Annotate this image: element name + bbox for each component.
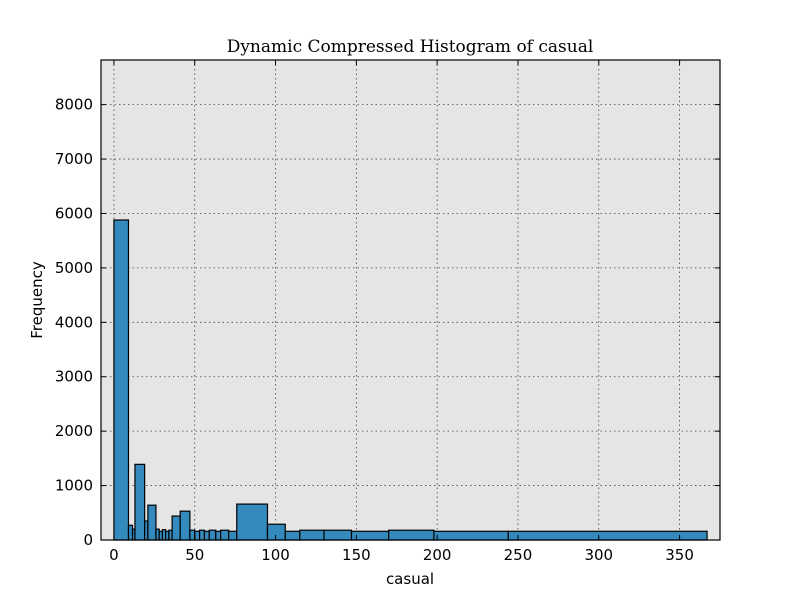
histogram-bar	[323, 529, 353, 541]
histogram-bar	[203, 530, 210, 541]
y-tick-label: 3000	[55, 368, 93, 386]
bars	[113, 219, 708, 541]
y-tick-label: 7000	[55, 150, 93, 168]
y-tick-label: 0	[83, 531, 93, 549]
histogram-bar	[147, 504, 157, 541]
y-tick-label: 6000	[55, 204, 93, 222]
x-tick-label: 100	[261, 546, 290, 564]
histogram-bar	[171, 515, 181, 541]
x-tick-label: 350	[665, 546, 694, 564]
histogram-bar	[266, 523, 286, 541]
y-tick-label: 8000	[55, 96, 93, 114]
histogram-bar	[215, 530, 222, 541]
x-axis-label: casual	[386, 570, 434, 588]
histogram-bar	[228, 530, 238, 541]
x-tick-label: 250	[504, 546, 533, 564]
y-axis-ticks: 0 1000 2000 3000 4000 5000 6000 7000 8000	[55, 96, 720, 549]
y-axis-label: Frequency	[28, 261, 46, 339]
histogram-bar	[189, 529, 196, 541]
histogram-bar	[350, 530, 390, 541]
y-tick-label: 5000	[55, 259, 93, 277]
axes-border	[100, 59, 721, 541]
plot-background	[101, 60, 720, 540]
histogram-bar	[299, 529, 325, 541]
y-tick-label: 2000	[55, 422, 93, 440]
histogram-bar	[507, 530, 708, 541]
chart-title: Dynamic Compressed Histogram of casual	[227, 37, 594, 57]
histogram-bar	[179, 510, 191, 541]
x-axis-ticks: 0 50 100 150 200 250 300 350	[109, 60, 694, 564]
plot-frame	[100, 59, 721, 541]
histogram-bar	[134, 463, 146, 541]
y-tick-label: 1000	[55, 477, 93, 495]
histogram-bar	[284, 530, 301, 541]
x-tick-label: 300	[584, 546, 613, 564]
histogram-bar	[198, 529, 206, 541]
histogram-bar	[113, 219, 130, 541]
histogram-bar	[194, 530, 201, 541]
x-tick-label: 200	[423, 546, 452, 564]
histogram-bar	[236, 503, 269, 541]
histogram-bar	[219, 529, 230, 541]
histogram-bar	[208, 529, 217, 541]
x-tick-label: 0	[109, 546, 119, 564]
plot-area	[101, 60, 720, 540]
y-tick-label: 4000	[55, 313, 93, 331]
histogram-bar	[127, 524, 134, 541]
histogram-bar	[388, 529, 435, 541]
histogram-bar	[433, 530, 509, 541]
x-tick-label: 50	[185, 546, 204, 564]
x-tick-label: 150	[342, 546, 371, 564]
